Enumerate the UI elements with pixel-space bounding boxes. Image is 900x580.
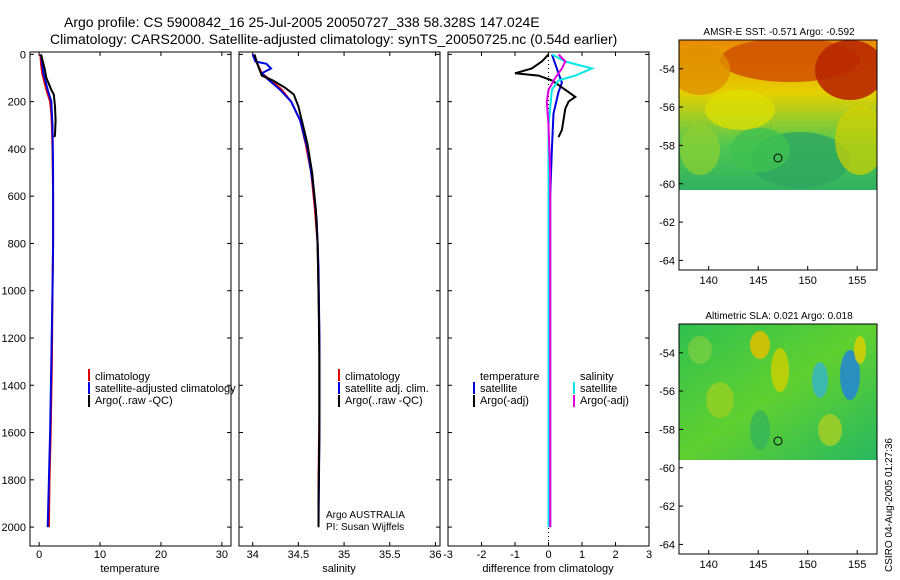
map-y-tick-label: -60 [659,179,675,191]
difference-legend-left: temperature satellite Argo(-adj) [473,371,539,407]
depth-tick-label: 1000 [2,286,26,298]
x-tick-label: 20 [155,549,167,561]
depth-tick-label: 600 [8,191,26,203]
map-y-tick-label: -56 [659,386,675,398]
series-line-temp-argo [514,53,578,138]
side-stamp: CSIRO 04-Aug-2005 01:27:36 [884,438,895,572]
profile-panels: 0 10 20 30 34 34.5 35 35.5 36 -3 -2 -1 0 1 2 3 [36,52,652,561]
map-y-tick-label: -54 [659,64,675,76]
series-line-satellite [251,54,321,528]
map-y-tick-label: -58 [659,140,675,152]
argo-owner-label: Argo AUSTRALIA [326,510,405,521]
map-x-tick-label: 150 [799,559,817,571]
depth-tick-label: 0 [20,49,26,61]
sst-map-axes [678,39,878,271]
series-line-temp-satellite [549,54,563,528]
header-line1: Argo profile: CS 5900842_16 25-Jul-2005 … [64,14,540,30]
depth-tick-label: 1400 [2,380,26,392]
legend-label-temp-satellite: satellite [480,383,517,395]
legend-label-temp-argo: Argo(-adj) [480,395,529,407]
x-tick-label: 30 [216,549,228,561]
legend-label-argo: Argo(..raw -QC) [95,395,173,407]
map-y-tick-label: -64 [659,539,675,551]
sst-map-title: AMSR-E SST: -0.571 Argo: -0.592 [703,27,855,38]
x-tick-label: -1 [510,549,520,561]
legend-label-satellite: satellite adj. clim. [345,383,429,395]
legend-label-satellite: satellite-adjusted climatology [95,383,236,395]
depth-tick-label: 400 [8,144,26,156]
legend-label-argo: Argo(..raw -QC) [345,395,423,407]
x-tick-label: 0 [545,549,551,561]
sla-map-axes [678,323,878,555]
depth-tick-label: 800 [8,238,26,250]
sst-map-nodata [679,190,877,270]
x-tick-label: 35 [338,549,350,561]
legend-label-sal-argo: Argo(-adj) [580,395,629,407]
series-line-sal-satellite [547,53,596,528]
map-y-tick-label: -60 [659,463,675,475]
map-x-tick-label: 155 [848,559,866,571]
series-line-climatology [251,53,321,528]
map-y-tick-label: -62 [659,217,675,229]
x-tick-label: 36 [429,549,441,561]
map-ticks: 140 145 150 155 -54 -56 -58 -60 -62 -64 140 145 150 1… [659,64,866,571]
sla-map-nodata [679,460,877,554]
x-tick-label: -2 [477,549,487,561]
depth-tick-label: 2000 [2,522,26,534]
difference-xlabel: difference from climatology [482,563,614,575]
sst-profile-marker [773,153,783,163]
sst-map-field [679,40,877,190]
legend-label-climatology: climatology [345,371,401,383]
x-tick-label: 10 [94,549,106,561]
legend-label-sal-satellite: satellite [580,383,617,395]
series-line-satellite [40,54,55,528]
temperature-legend: climatology satellite-adjusted climatolo… [88,369,236,407]
salinity-legend: climatology satellite adj. clim. Argo(..… [326,369,429,533]
salinity-xlabel: salinity [322,563,356,575]
x-tick-label: -3 [443,549,453,561]
depth-axis: 0 200 400 600 800 1000 1200 1400 1600 1800 2000 [2,49,649,534]
depth-tick-label: 1800 [2,475,26,487]
depth-tick-label: 1600 [2,428,26,440]
x-tick-label: 34.5 [288,549,309,561]
series-line-Argo [40,54,57,138]
map-x-tick-label: 145 [749,559,767,571]
temperature-xlabel: temperature [100,563,159,575]
sla-map-field [679,324,877,460]
x-tick-label: 0 [36,549,42,561]
salinity-axes [238,51,441,547]
depth-tick-label: 200 [8,97,26,109]
map-x-tick-label: 155 [848,275,866,287]
map-x-tick-label: 145 [749,275,767,287]
depth-tick-label: 1200 [2,333,26,345]
map-x-tick-label: 140 [700,275,718,287]
map-x-tick-label: 150 [799,275,817,287]
x-tick-label: 3 [646,549,652,561]
series-line-Argo [253,54,321,528]
map-y-tick-label: -64 [659,255,675,267]
legend-heading-salinity: salinity [580,371,614,383]
temperature-axes [29,51,232,547]
series-line-climatology [39,54,55,528]
map-x-tick-label: 140 [700,559,718,571]
map-y-tick-label: -58 [659,424,675,436]
sla-map-title: Altimetric SLA: 0.021 Argo: 0.018 [705,311,853,322]
x-tick-label: 2 [612,549,618,561]
sla-profile-marker [773,436,783,446]
x-tick-label: 34 [247,549,259,561]
argo-pi-label: PI: Susan Wijffels [326,522,404,533]
map-y-tick-label: -56 [659,102,675,114]
legend-heading-temperature: temperature [480,371,539,383]
x-tick-label: 1 [579,549,585,561]
x-tick-label: 35.5 [379,549,400,561]
series-line-sal-argo [545,53,567,528]
legend-label-climatology: climatology [95,371,151,383]
map-y-tick-label: -62 [659,501,675,513]
map-y-tick-label: -54 [659,348,675,360]
header-line2: Climatology: CARS2000. Satellite-adjuste… [50,31,617,47]
difference-legend-right: salinity satellite Argo(-adj) [573,371,629,407]
